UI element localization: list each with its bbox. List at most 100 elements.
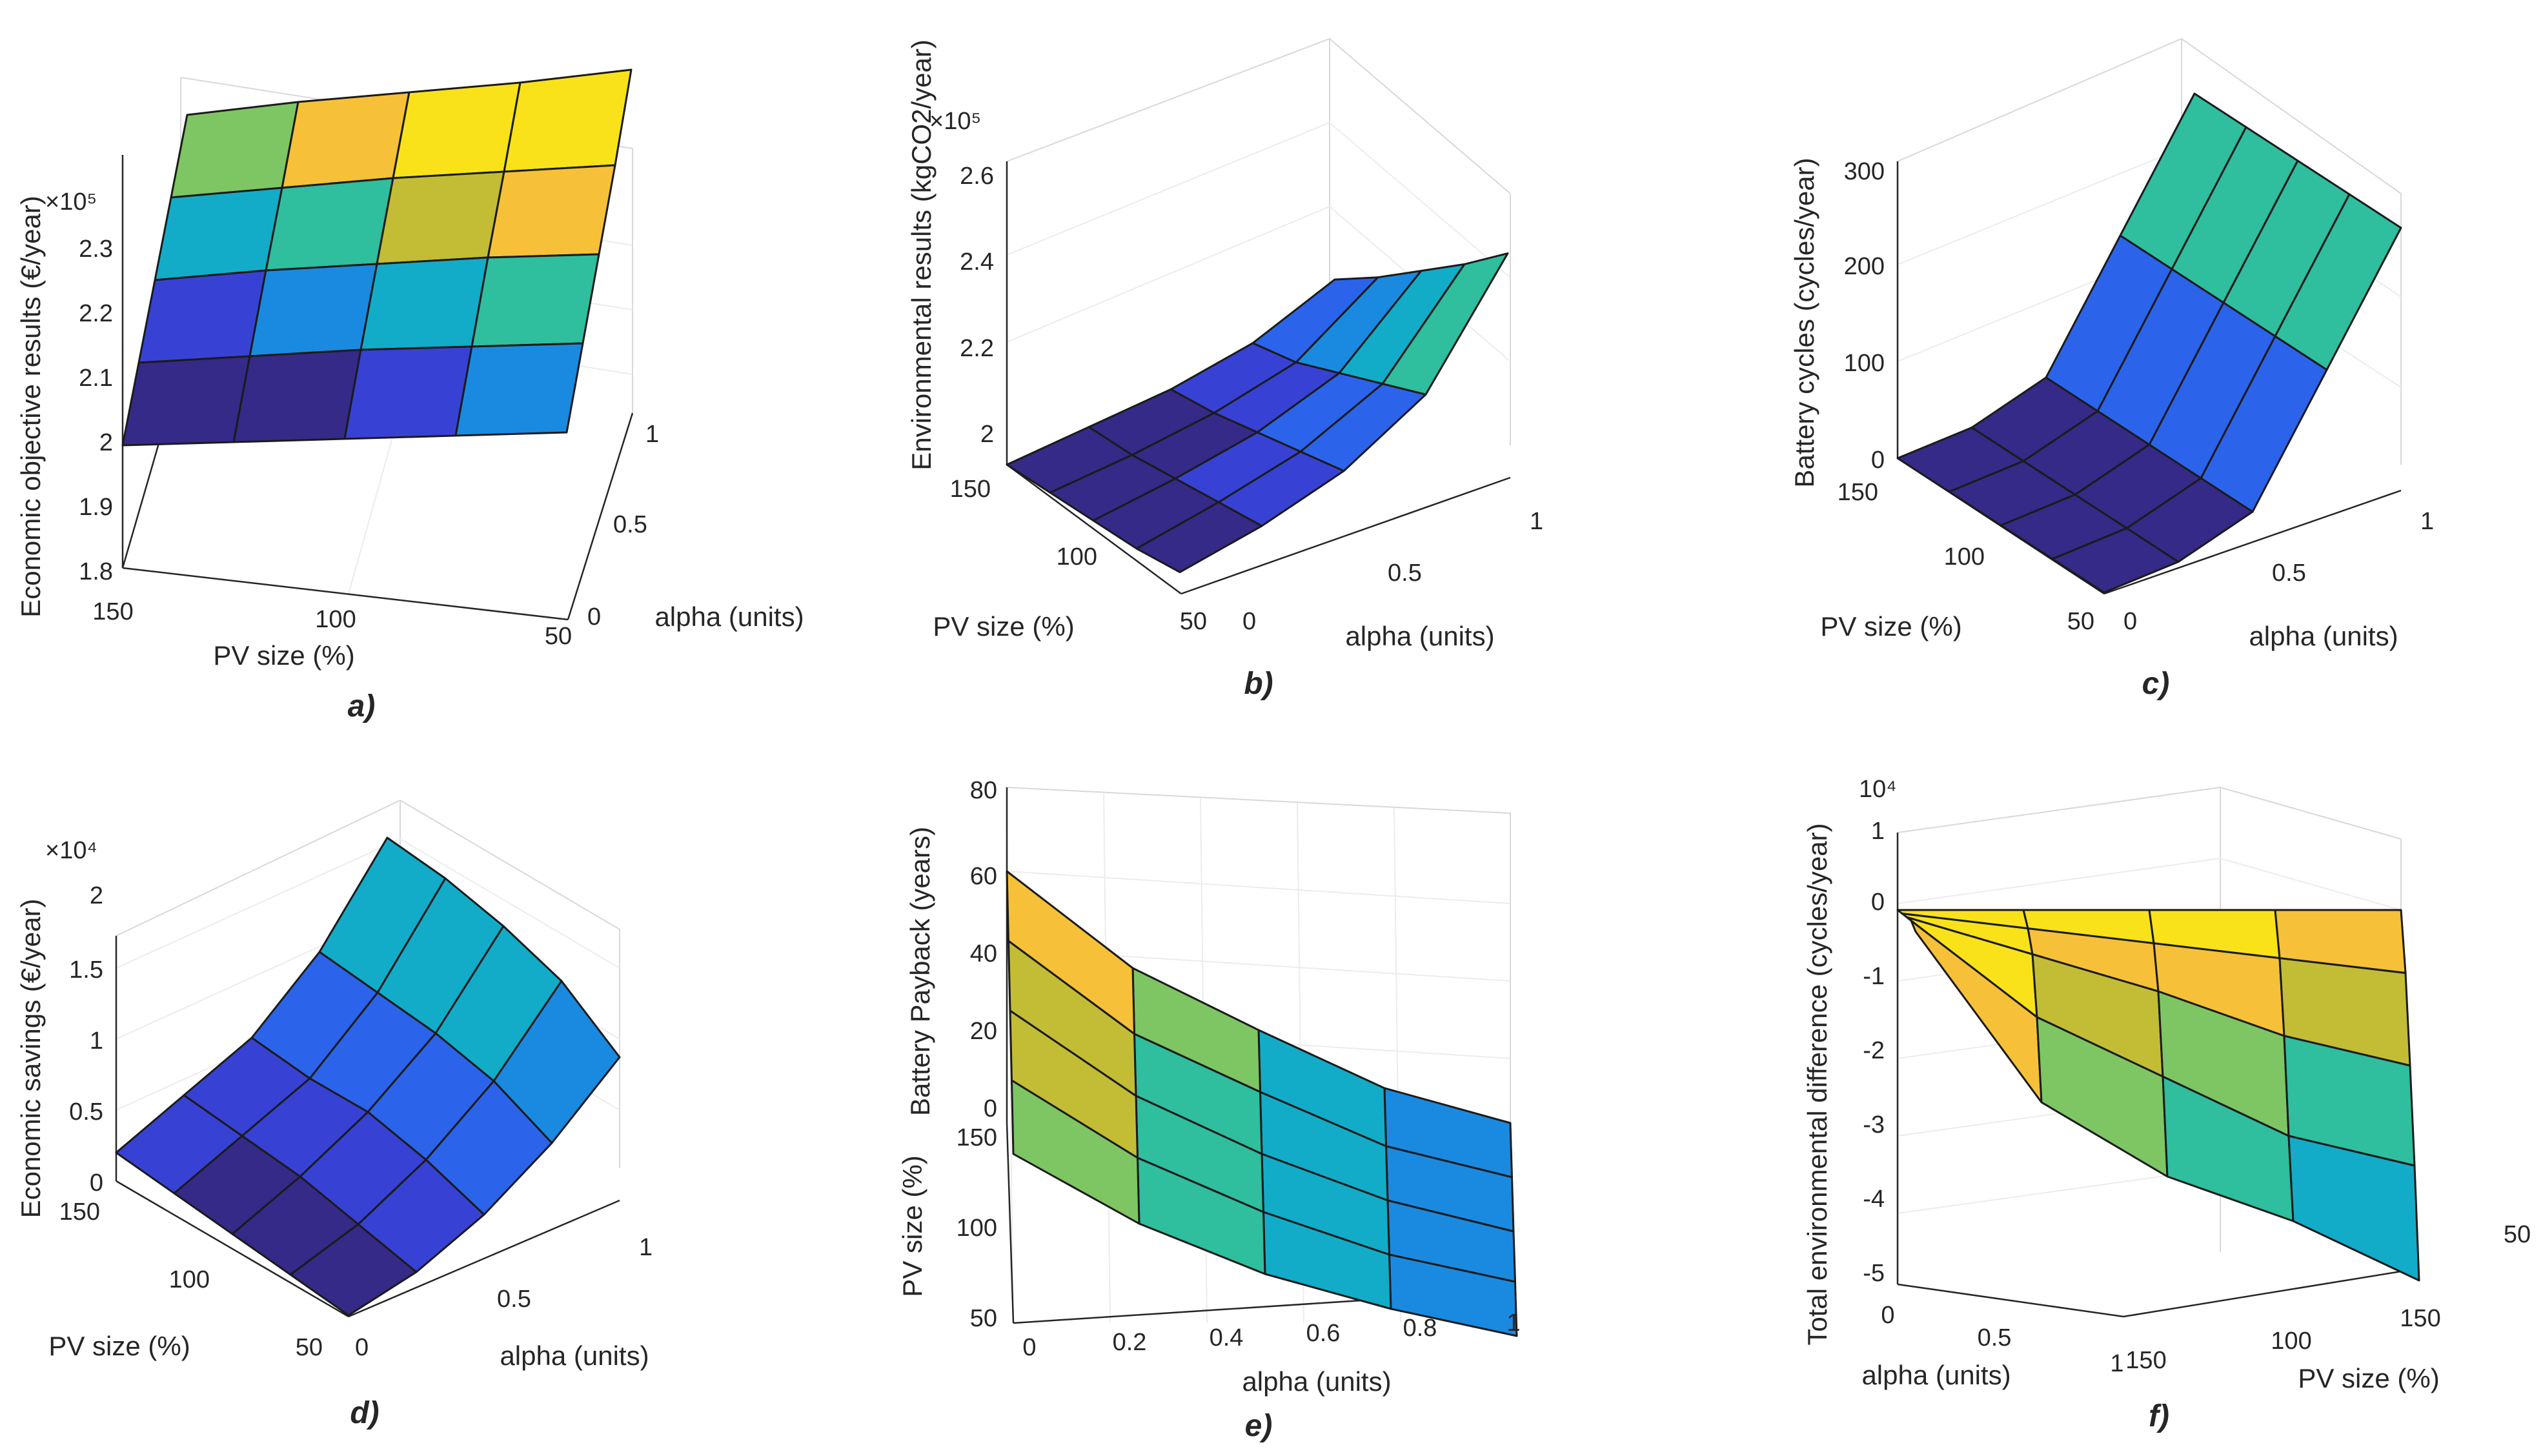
panel-b-x-tick: 150 — [950, 476, 991, 503]
panel-c-y-tick: 1 — [2420, 508, 2434, 535]
panel-a-y-tick: 0.5 — [613, 511, 647, 538]
panel-e-x-tick: 0 — [1022, 1334, 1036, 1361]
panel-f-x-ticks: 150 100 50 150 — [2125, 1221, 2531, 1374]
panel-b-z-ticks: 2 2.2 2.4 2.6 ×10⁵ — [929, 108, 994, 448]
panel-e-x-tick: 1 — [1506, 1309, 1520, 1337]
panel-a-z-tick: 2.3 — [79, 236, 113, 263]
panel-a-z-label: Economic objective results (€/year) — [15, 196, 46, 618]
panel-b-caption: b) — [1244, 667, 1273, 701]
panel-b-z-tick: 2 — [980, 421, 994, 448]
panel-f-z-tick: -2 — [1863, 1037, 1885, 1064]
panel-c-y-tick: 0 — [2123, 608, 2137, 635]
panel-b-z-tick: 2.6 — [960, 163, 994, 190]
panel-d-y-ticks: 0 0.5 1 — [355, 1234, 653, 1361]
panel-f-caption: f) — [2149, 1399, 2169, 1433]
panel-b-y-ticks: 0 0.5 1 — [1242, 508, 1543, 635]
panel-c-z-tick: 100 — [1844, 350, 1885, 377]
panel-c-z-tick: 200 — [1844, 253, 1885, 280]
panel-f-z-tick: -1 — [1863, 963, 1885, 990]
panel-f-x-label: PV size (%) — [2298, 1363, 2439, 1393]
panel-f-z-tick: -4 — [1863, 1186, 1885, 1213]
panel-a-surface-face — [137, 269, 267, 364]
panel-d-surface-face — [289, 1223, 418, 1317]
panel-b-x-label: PV size (%) — [933, 611, 1074, 642]
panel-f: -5 -4 -3 -2 -1 0 1 10⁴ 0 0.5 1 150 100 5… — [1802, 776, 2531, 1433]
panel-d-x-tick: 50 — [296, 1334, 323, 1361]
panel-d-z-tick: 0 — [90, 1169, 103, 1197]
panel-a-surface — [121, 68, 633, 447]
panel-c-y-ticks: 0 0.5 1 — [2123, 508, 2434, 635]
panel-a-z-tick: 2 — [99, 429, 113, 456]
panel-e-z-tick: 80 — [970, 777, 997, 804]
panel-d-x-ticks: 150 100 50 — [59, 1198, 323, 1361]
panel-e-y-ticks: 150 100 50 — [957, 1124, 997, 1332]
panel-b: 2 2.2 2.4 2.6 ×10⁵ 150 100 50 0 0.5 1 PV… — [906, 37, 1543, 701]
panel-c-x-tick: 100 — [1944, 543, 1985, 571]
panel-f-y-label: alpha (units) — [1861, 1360, 2011, 1390]
panel-b-z-multiplier: ×10⁵ — [929, 108, 981, 135]
panel-b-x-ticks: 150 100 50 — [950, 476, 1207, 635]
panel-e-z-tick: 40 — [970, 940, 997, 967]
panel-b-x-tick: 50 — [1180, 608, 1207, 635]
panel-b-x-tick: 100 — [1057, 543, 1097, 571]
panel-a-z-ticks: 1.8 1.9 2 2.1 2.2 2.3 ×10⁵ — [45, 188, 113, 585]
panel-d-x-label: PV size (%) — [48, 1331, 190, 1361]
panel-c-x-tick: 150 — [1838, 479, 1878, 506]
panel-c-y-label: alpha (units) — [2249, 621, 2398, 651]
panel-a-surface-face — [503, 68, 633, 173]
panel-d: 0 0.5 1 1.5 2 ×10⁴ 150 100 50 0 0.5 1 PV… — [15, 799, 653, 1430]
panel-c-y-tick: 0.5 — [2272, 560, 2306, 587]
panel-e-x-tick: 0.2 — [1113, 1329, 1147, 1356]
panel-f-z-multiplier: 10⁴ — [1859, 776, 1897, 803]
panel-f-x-tick: 150 — [2400, 1305, 2440, 1332]
panel-f-z-tick: -3 — [1863, 1111, 1885, 1138]
panel-c-z-label: Battery cycles (cycles/year) — [1789, 157, 1819, 487]
panel-f-y-tick: 1 — [2110, 1350, 2123, 1377]
panel-a-surface-face — [121, 355, 251, 447]
panel-a-surface-face — [281, 91, 410, 189]
panel-f-x-tick: 100 — [2271, 1328, 2311, 1355]
panel-f-z-label: Total environmental difference (cycles/y… — [1802, 823, 1832, 1345]
panel-f-x-tick: 50 — [2504, 1221, 2531, 1248]
panel-a-surface-face — [232, 349, 362, 443]
panel-a-x-tick: 100 — [315, 606, 356, 633]
panel-e-surface-face — [1011, 1079, 1140, 1225]
panel-c-caption: c) — [2142, 667, 2170, 701]
panel-e-y-label: PV size (%) — [897, 1155, 927, 1297]
panel-d-z-tick: 0.5 — [69, 1098, 103, 1126]
panel-e-z-tick: 20 — [970, 1018, 997, 1045]
panel-a-surface-face — [154, 187, 283, 281]
panel-b-surface-face — [1135, 501, 1263, 574]
panel-d-y-tick: 0 — [355, 1334, 369, 1361]
panel-c-x-label: PV size (%) — [1820, 611, 1961, 642]
panel-f-z-tick: 0 — [1871, 889, 1885, 916]
panel-d-z-ticks: 0 0.5 1 1.5 2 ×10⁴ — [45, 837, 103, 1197]
panel-d-z-tick: 2 — [90, 882, 103, 909]
panel-c-surface — [1896, 92, 2402, 594]
panel-e-surface — [1006, 870, 1518, 1337]
panel-f-z-ticks: -5 -4 -3 -2 -1 0 1 10⁴ — [1859, 776, 1897, 1287]
panel-d-z-multiplier: ×10⁴ — [45, 837, 97, 864]
panel-a-surface-face — [392, 81, 522, 179]
panel-a-surface-face — [265, 177, 394, 272]
panel-e-z-ticks: 0 20 40 60 80 — [970, 777, 997, 1122]
panel-a-z-multiplier: ×10⁵ — [45, 188, 97, 216]
panel-d-y-tick: 1 — [639, 1234, 653, 1261]
panel-b-y-tick: 0.5 — [1388, 560, 1422, 587]
panel-a-x-tick: 150 — [92, 598, 133, 625]
panel-a-surface-face — [170, 101, 299, 199]
panel-b-y-label: alpha (units) — [1345, 621, 1494, 651]
panel-a: 1.8 1.9 2 2.1 2.2 2.3 ×10⁵ 150 100 50 0 … — [15, 68, 804, 723]
panel-e-x-tick: 0.4 — [1210, 1324, 1244, 1351]
panel-e-x-ticks: 0 0.2 0.4 0.6 0.8 1 — [1022, 1309, 1520, 1361]
panel-a-x-ticks: 150 100 50 — [92, 598, 572, 650]
panel-a-surface-face — [248, 263, 378, 358]
panel-a-x-tick: 50 — [545, 623, 572, 650]
panel-e-y-tick: 100 — [957, 1215, 997, 1242]
panel-d-x-tick: 100 — [169, 1266, 210, 1293]
panel-a-y-tick: 1 — [645, 421, 659, 448]
panel-a-surface-face — [360, 256, 489, 351]
panel-a-z-tick: 1.9 — [79, 494, 113, 521]
panel-e-z-tick: 0 — [984, 1095, 997, 1122]
